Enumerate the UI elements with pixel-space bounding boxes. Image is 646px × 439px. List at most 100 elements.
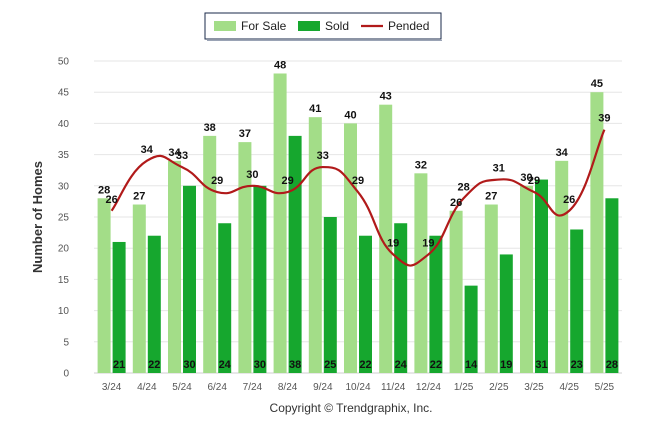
x-tick-label: 9/24 — [313, 382, 333, 393]
for-sale-bar — [97, 198, 111, 373]
for-sale-bar — [555, 160, 569, 373]
y-axis-title: Number of Homes — [30, 161, 45, 273]
for-sale-bar — [520, 185, 533, 373]
x-tick-label: 3/25 — [524, 382, 544, 393]
pended-value-label: 26 — [105, 194, 117, 206]
x-tick-label: 8/24 — [278, 382, 298, 393]
pended-value-label: 31 — [493, 163, 505, 175]
sold-value-label: 25 — [324, 359, 336, 371]
for-sale-value-label: 28 — [98, 184, 110, 196]
sold-value-label: 23 — [571, 359, 583, 371]
for-sale-bar — [344, 123, 357, 374]
for-sale-value-label: 45 — [591, 78, 603, 90]
pended-value-label: 28 — [457, 181, 469, 193]
x-tick-label: 4/25 — [559, 382, 579, 393]
sold-bar — [288, 135, 302, 373]
sold-bar — [147, 235, 161, 373]
for-sale-value-label: 40 — [344, 109, 356, 121]
sold-bar — [323, 217, 337, 373]
x-tick-label: 5/25 — [595, 382, 615, 393]
sold-value-label: 31 — [535, 359, 547, 371]
y-tick-label: 30 — [58, 181, 70, 192]
for-sale-bar — [449, 210, 463, 373]
sold-value-label: 24 — [395, 359, 408, 371]
legend: For Sale Sold Pended — [204, 12, 442, 41]
sold-value-label: 28 — [606, 359, 618, 371]
x-tick-label: 4/24 — [137, 382, 157, 393]
for-sale-bar — [308, 117, 322, 373]
for-sale-value-label: 48 — [274, 59, 286, 71]
y-tick-label: 40 — [58, 119, 70, 130]
data-labels: 28 21 26 27 22 34 34 30 33 38 24 29 37 30 30 48 38 29 41 25… — [98, 59, 618, 371]
for-sale-bar — [273, 73, 287, 373]
x-tick-label: 2/25 — [489, 382, 509, 393]
for-sale-value-label: 37 — [239, 128, 251, 140]
y-tick-label: 15 — [58, 275, 70, 286]
sold-value-label: 21 — [113, 359, 125, 371]
for-sale-bar — [484, 204, 498, 373]
pended-value-label: 39 — [598, 113, 610, 125]
legend-label-sold: Sold — [325, 19, 349, 33]
sold-value-label: 24 — [219, 359, 232, 371]
for-sale-bar — [379, 104, 393, 374]
y-tick-label: 25 — [58, 213, 70, 224]
y-tick-label: 0 — [63, 369, 69, 380]
sold-value-label: 30 — [183, 359, 195, 371]
x-axis-ticks: 3/24 4/24 5/24 6/24 7/24 8/24 9/24 10/24 11/24 12… — [102, 382, 615, 393]
gridlines — [94, 60, 622, 374]
for-sale-value-label: 32 — [415, 159, 427, 171]
sold-bar — [605, 198, 619, 373]
pended-value-label: 19 — [422, 237, 434, 249]
for-sale-value-label: 34 — [168, 147, 181, 159]
sold-bar — [218, 223, 232, 373]
pended-value-label: 33 — [176, 150, 188, 162]
sold-bar — [464, 285, 478, 373]
sold-value-label: 22 — [359, 359, 371, 371]
sold-bar — [499, 254, 513, 373]
pended-value-label: 29 — [528, 175, 540, 187]
x-tick-label: 3/24 — [102, 382, 122, 393]
sold-bar — [359, 235, 372, 373]
x-tick-label: 12/24 — [416, 382, 441, 393]
sold-bar — [253, 185, 267, 373]
x-tick-label: 1/25 — [454, 382, 474, 393]
for-sale-value-label: 38 — [204, 122, 216, 134]
legend-label-pended: Pended — [388, 19, 429, 33]
for-sale-value-label: 43 — [380, 91, 392, 103]
y-tick-label: 35 — [58, 150, 70, 161]
legend-label-for-sale: For Sale — [241, 19, 287, 33]
sold-value-label: 14 — [465, 359, 478, 371]
pended-value-label: 19 — [387, 237, 399, 249]
sold-bar — [570, 229, 584, 373]
pended-line — [110, 129, 606, 267]
sold-bar — [429, 235, 443, 373]
x-tick-label: 7/24 — [243, 382, 263, 393]
for-sale-value-label: 34 — [556, 147, 569, 159]
sold-bar — [535, 179, 548, 373]
y-axis-ticks: 0 5 10 15 20 25 30 35 40 45 50 — [58, 57, 70, 380]
legend-frame — [204, 12, 442, 40]
y-tick-label: 5 — [63, 337, 69, 348]
x-tick-label: 10/24 — [345, 382, 370, 393]
pended-value-label: 29 — [352, 175, 364, 187]
y-tick-label: 45 — [58, 88, 70, 99]
for-sale-bar — [168, 160, 181, 373]
y-tick-label: 50 — [58, 57, 70, 68]
y-tick-label: 10 — [58, 306, 70, 317]
sold-bar — [394, 223, 408, 373]
pended-value-label: 34 — [141, 144, 154, 156]
pended-line-group — [110, 129, 606, 267]
for-sale-bar — [414, 173, 428, 373]
x-tick-label: 11/24 — [381, 382, 406, 393]
pended-value-label: 29 — [211, 175, 223, 187]
pended-value-label: 26 — [563, 194, 575, 206]
for-sale-value-label: 30 — [520, 172, 532, 184]
bars — [97, 73, 619, 374]
sold-bar — [183, 185, 196, 373]
for-sale-bar — [238, 142, 252, 373]
for-sale-bar — [203, 135, 217, 373]
sold-value-label: 22 — [430, 359, 442, 371]
legend-swatch-sold — [298, 21, 320, 31]
